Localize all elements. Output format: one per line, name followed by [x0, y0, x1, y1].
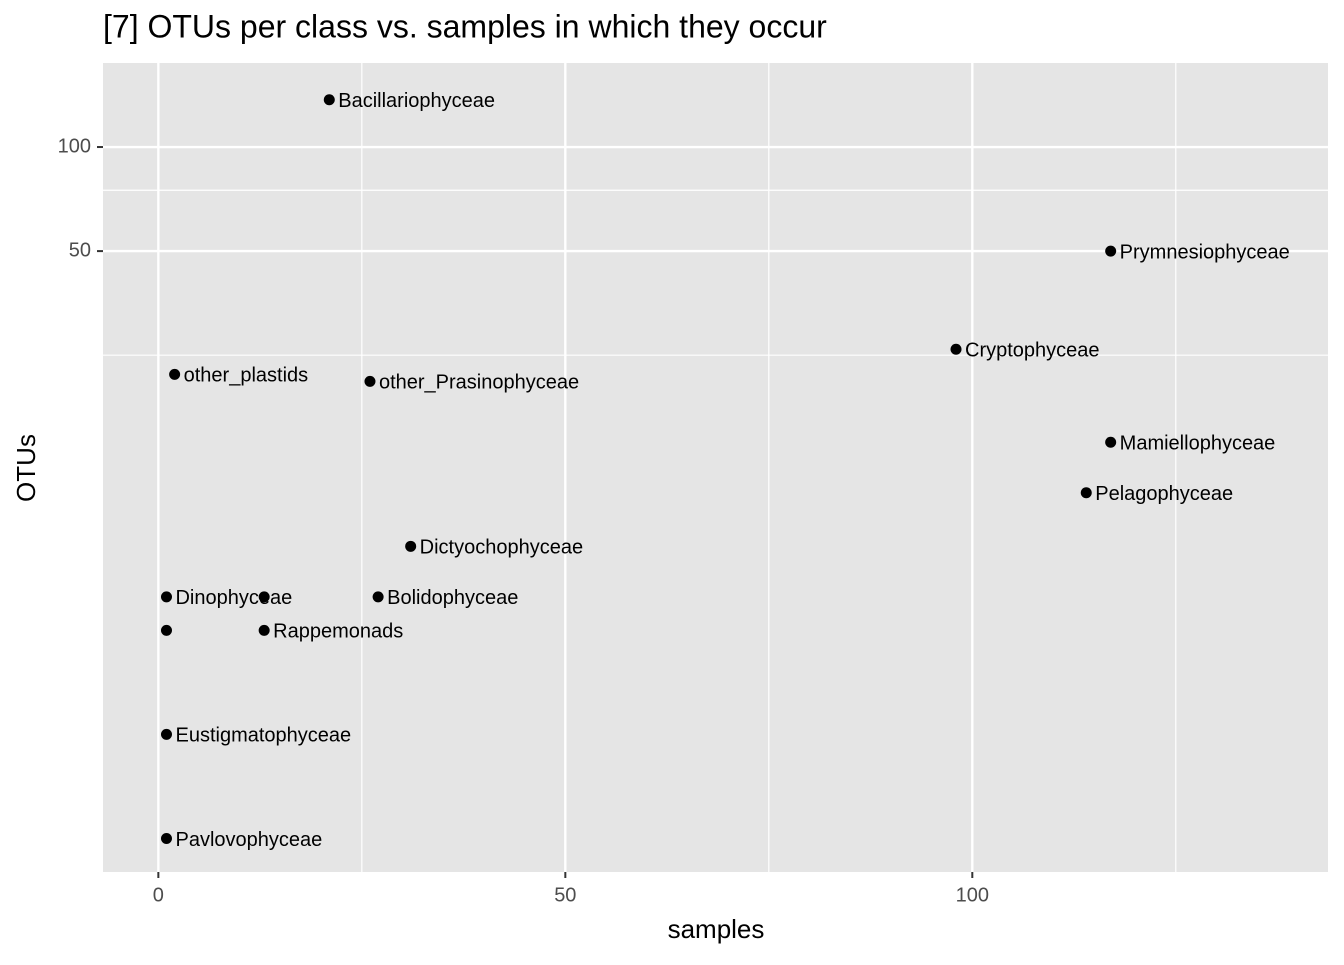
point: [258, 624, 270, 636]
panel: [103, 63, 1328, 872]
point: [1080, 487, 1092, 499]
point-label: other_Prasinophyceae: [379, 372, 579, 394]
point: [1105, 245, 1117, 257]
point: [258, 591, 270, 603]
point-label: other_plastids: [184, 365, 309, 387]
point-label: Pelagophyceae: [1095, 483, 1233, 505]
point: [405, 540, 417, 552]
point-label: Eustigmatophyceae: [175, 725, 351, 747]
point: [169, 368, 181, 380]
point: [160, 728, 172, 740]
point: [160, 624, 172, 636]
point: [364, 375, 376, 387]
point: [950, 343, 962, 355]
point: [323, 94, 335, 106]
point-label: Rappemonads: [273, 621, 403, 643]
point-label: Cryptophyceae: [965, 340, 1100, 362]
point: [160, 591, 172, 603]
point-label: Bacillariophyceae: [338, 90, 495, 112]
point-label: Bolidophyceae: [387, 587, 518, 609]
point-label: Dinophyceae: [175, 587, 292, 609]
point: [1105, 436, 1117, 448]
x-tick-label: 50: [554, 884, 576, 906]
point-label: Dictyochophyceae: [420, 537, 583, 559]
y-tick-label: 50: [69, 239, 91, 261]
y-axis-title: OTUs: [11, 434, 41, 502]
point-label: Pavlovophyceae: [175, 829, 322, 851]
x-tick-label: 100: [956, 884, 989, 906]
point: [160, 832, 172, 844]
y-tick-label: 100: [58, 135, 91, 157]
point: [372, 591, 384, 603]
point-label: Mamiellophyceae: [1120, 433, 1276, 455]
x-tick-label: 0: [153, 884, 164, 906]
point-label: Prymnesiophyceae: [1120, 241, 1290, 263]
chart-title: [7] OTUs per class vs. samples in which …: [103, 8, 827, 44]
x-axis-title: samples: [668, 914, 765, 944]
